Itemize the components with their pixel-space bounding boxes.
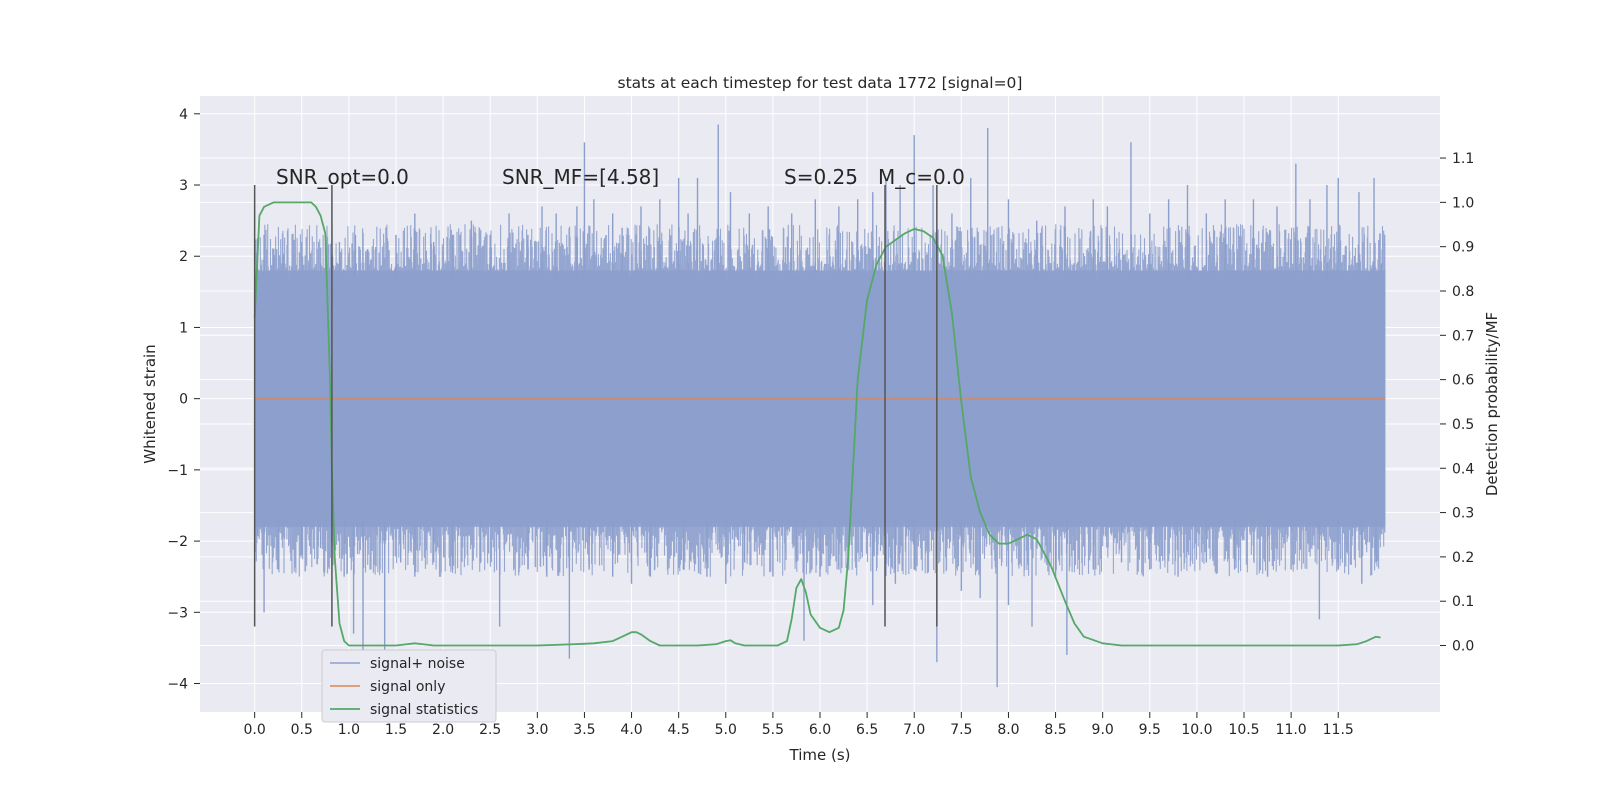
x-tick-label-1: 0.5 bbox=[291, 722, 313, 738]
x-tick-label-8: 4.0 bbox=[620, 722, 642, 738]
x-tick-label-11: 5.5 bbox=[762, 722, 784, 738]
signal-statistics-line bbox=[253, 201, 1381, 647]
y2-tick-label-7: 0.4 bbox=[1452, 461, 1474, 477]
y2-axis: 1.1 1.0 0.9 0.8 0.7 0.6 0.5 0.4 0.3 0.2 0.1 0.0 bbox=[1440, 151, 1474, 655]
y2-tick-label-4: 0.7 bbox=[1452, 328, 1474, 344]
y-tick-label-3: 1 bbox=[179, 320, 188, 336]
x-tick-label-13: 6.5 bbox=[856, 722, 878, 738]
y2-tick-label-8: 0.3 bbox=[1452, 506, 1474, 522]
stats-series bbox=[253, 201, 1381, 647]
y2-tick-label-9: 0.2 bbox=[1452, 550, 1474, 566]
y-tick-label-5: −1 bbox=[167, 463, 188, 479]
annotation-s: S=0.25 bbox=[784, 165, 858, 189]
x-axis: 0.0 0.5 1.0 1.5 2.0 2.5 3.0 3.5 4.0 4.5 5.0 5.5 6.0 6… bbox=[244, 712, 1354, 738]
x-tick-label-17: 8.5 bbox=[1044, 722, 1066, 738]
x-tick-label-19: 9.5 bbox=[1139, 722, 1161, 738]
vertical-markers bbox=[253, 185, 938, 627]
y-axis: 4 3 2 1 0 −1 −2 −3 −4 bbox=[167, 107, 200, 693]
x-tick-label-16: 8.0 bbox=[997, 722, 1019, 738]
annotation-snr-mf: SNR_MF=[4.58] bbox=[502, 165, 659, 189]
annotations: SNR_opt=0.0 SNR_MF=[4.58] S=0.25 M_c=0.0 bbox=[276, 165, 965, 189]
y-tick-label-2: 2 bbox=[179, 249, 188, 265]
y-axis-label: Whitened strain bbox=[141, 344, 159, 463]
x-tick-label-20: 10.0 bbox=[1181, 722, 1212, 738]
x-tick-label-21: 10.5 bbox=[1228, 722, 1259, 738]
y-tick-label-0: 4 bbox=[179, 107, 188, 123]
y2-axis-label: Detection probability/MF bbox=[1483, 312, 1501, 496]
y2-tick-label-11: 0.0 bbox=[1452, 639, 1474, 655]
x-tick-label-10: 5.0 bbox=[715, 722, 737, 738]
y2-tick-label-0: 1.1 bbox=[1452, 151, 1474, 167]
legend: signal+ noise signal only signal statist… bbox=[321, 649, 497, 723]
x-tick-label-9: 4.5 bbox=[668, 722, 690, 738]
y-tick-label-4: 0 bbox=[179, 392, 188, 408]
legend-label-noise: signal+ noise bbox=[370, 656, 465, 672]
x-tick-label-5: 2.5 bbox=[479, 722, 501, 738]
annotation-snr-opt: SNR_opt=0.0 bbox=[276, 165, 409, 189]
y-tick-label-6: −2 bbox=[167, 534, 188, 550]
x-tick-label-18: 9.0 bbox=[1092, 722, 1114, 738]
y-tick-label-8: −4 bbox=[167, 677, 188, 693]
legend-box bbox=[321, 649, 497, 723]
x-tick-label-2: 1.0 bbox=[338, 722, 360, 738]
y2-tick-label-5: 0.6 bbox=[1452, 373, 1474, 389]
x-tick-label-22: 11.0 bbox=[1276, 722, 1307, 738]
x-tick-label-23: 11.5 bbox=[1323, 722, 1354, 738]
x-tick-label-15: 7.5 bbox=[950, 722, 972, 738]
x-tick-label-14: 7.0 bbox=[903, 722, 925, 738]
x-tick-label-12: 6.0 bbox=[809, 722, 831, 738]
y2-tick-label-6: 0.5 bbox=[1452, 417, 1474, 433]
y-tick-label-1: 3 bbox=[179, 178, 188, 194]
y2-tick-label-1: 1.0 bbox=[1452, 195, 1474, 211]
annotation-mc: M_c=0.0 bbox=[878, 165, 965, 189]
x-tick-label-6: 3.0 bbox=[526, 722, 548, 738]
x-axis-label: Time (s) bbox=[789, 746, 851, 764]
legend-label-signal: signal only bbox=[370, 679, 445, 695]
y-tick-label-7: −3 bbox=[167, 605, 188, 621]
x-tick-label-0: 0.0 bbox=[244, 722, 266, 738]
chart-title: stats at each timestep for test data 177… bbox=[618, 74, 1023, 92]
x-tick-label-7: 3.5 bbox=[573, 722, 595, 738]
x-tick-label-4: 2.0 bbox=[432, 722, 454, 738]
x-tick-label-3: 1.5 bbox=[385, 722, 407, 738]
y2-tick-label-3: 0.8 bbox=[1452, 284, 1474, 300]
y2-tick-label-10: 0.1 bbox=[1452, 594, 1474, 610]
legend-label-stats: signal statistics bbox=[370, 702, 478, 718]
y2-tick-label-2: 0.9 bbox=[1452, 240, 1474, 256]
